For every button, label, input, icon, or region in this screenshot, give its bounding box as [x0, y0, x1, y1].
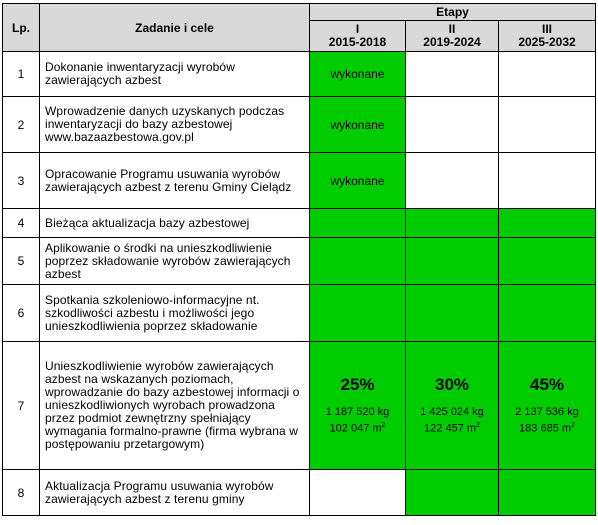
- row-lp: 8: [2, 469, 40, 516]
- stage-1-years: 2015-2018: [328, 35, 387, 49]
- table-row: 8 Aktualizacja Programu usuwania wyrobów…: [2, 469, 597, 516]
- header-etapy: Etapy: [308, 3, 597, 21]
- stage-1-cell: [309, 284, 406, 342]
- row-task: Bieżąca aktualizacja bazy azbestowej: [39, 208, 310, 238]
- stage-2-cell: [405, 237, 499, 285]
- stage-1-cell: [309, 469, 406, 516]
- table-row: 7 Unieszkodliwienie wyrobów zawierającyc…: [2, 341, 597, 470]
- stage-1-cell: [309, 208, 406, 238]
- table-row: 3 Opracowanie Programu usuwania wyrobów …: [2, 152, 597, 209]
- row-lp: 7: [2, 341, 40, 470]
- row-task: Aplikowanie o środki na unieszkodliwieni…: [39, 237, 310, 285]
- stage-1-cell: [309, 237, 406, 285]
- stage-3-cell: [497, 96, 597, 153]
- stage-3-cell: [497, 208, 597, 238]
- row-task: Dokonanie inwentaryzacji wyrobów zawiera…: [39, 51, 310, 97]
- target-mass: 1 187 520 kg: [325, 406, 390, 419]
- stage-1-target: 25% 1 187 520 kg 102 047 m2: [309, 341, 406, 470]
- stage-3-cell: [497, 284, 597, 342]
- header-lp: Lp.: [2, 3, 40, 52]
- stage-1-status: wykonane: [309, 51, 406, 97]
- target-mass: 1 425 024 kg: [420, 406, 484, 419]
- table-row: 5 Aplikowanie o środki na unieszkodliwie…: [2, 237, 597, 285]
- stage-2-cell: [405, 96, 499, 153]
- table-row: 1 Dokonanie inwentaryzacji wyrobów zawie…: [2, 51, 597, 97]
- header-stage-1: I 2015-2018: [309, 20, 406, 52]
- table-row: 2 Wprowadzenie danych uzyskanych podczas…: [2, 96, 597, 153]
- row-task: Opracowanie Programu usuwania wyrobów za…: [39, 152, 310, 209]
- asbestos-program-table: Lp. Zadanie i cele Etapy I 2015-2018 II …: [2, 3, 597, 516]
- target-area: 102 047 m2: [329, 422, 386, 435]
- stage-2-years: 2019-2024: [423, 35, 481, 49]
- stage-2-cell: [405, 284, 499, 342]
- header-task: Zadanie i cele: [39, 3, 310, 52]
- stage-2-target: 30% 1 425 024 kg 122 457 m2: [405, 341, 499, 470]
- target-percent: 30%: [434, 375, 470, 395]
- target-mass: 2 137 536 kg: [515, 406, 579, 419]
- stage-1-roman: I: [355, 22, 360, 36]
- stage-3-cell: [497, 469, 597, 516]
- stage-3-cell: [497, 152, 597, 209]
- stage-2-cell: [405, 152, 499, 209]
- stage-3-cell: [497, 237, 597, 285]
- stage-3-roman: III: [542, 22, 553, 36]
- stage-1-status: wykonane: [309, 96, 406, 153]
- stage-2-roman: II: [448, 22, 456, 36]
- stage-2-cell: [405, 51, 499, 97]
- header-stage-3: III 2025-2032: [497, 20, 597, 52]
- target-area: 183 685 m2: [519, 422, 575, 435]
- stage-1-status: wykonane: [309, 152, 406, 209]
- table-row: 4 Bieżąca aktualizacja bazy azbestowej: [2, 208, 597, 238]
- row-lp: 5: [2, 237, 40, 285]
- row-lp: 4: [2, 208, 40, 238]
- stage-3-years: 2025-2032: [518, 35, 576, 49]
- stage-2-cell: [405, 469, 499, 516]
- stage-3-cell: [497, 51, 597, 97]
- target-percent: 45%: [530, 375, 565, 395]
- row-task: Spotkania szkoleniowo-informacyjne nt. s…: [39, 284, 310, 342]
- stage-2-cell: [405, 208, 499, 238]
- row-lp: 1: [2, 51, 40, 97]
- table-row: 6 Spotkania szkoleniowo-informacyjne nt.…: [2, 284, 597, 342]
- header-stage-2: II 2019-2024: [405, 20, 499, 52]
- stage-3-target: 45% 2 137 536 kg 183 685 m2: [497, 341, 597, 470]
- row-task: Wprowadzenie danych uzyskanych podczas i…: [39, 96, 310, 153]
- row-task: Aktualizacja Programu usuwania wyrobów z…: [39, 469, 310, 516]
- row-task: Unieszkodliwienie wyrobów zawierających …: [39, 341, 310, 470]
- target-area: 122 457 m2: [424, 422, 480, 435]
- row-lp: 6: [2, 284, 40, 342]
- target-percent: 25%: [340, 375, 375, 395]
- row-lp: 2: [2, 96, 40, 153]
- row-lp: 3: [2, 152, 40, 209]
